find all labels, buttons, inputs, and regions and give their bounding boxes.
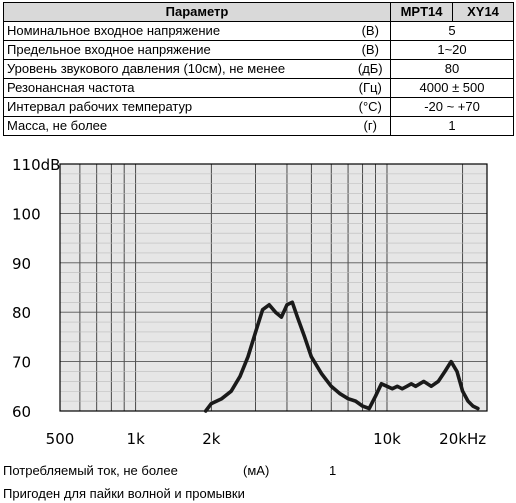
param-unit: (°C) [350,97,392,117]
current-unit: (мА) [243,463,270,478]
param-name: Предельное входное напряжение [3,40,351,60]
plot-area [60,164,487,411]
table-row: Уровень звукового давления (10см), не ме… [3,59,515,79]
footer: Потребляемый ток, не более (мА) 1 Пригод… [3,463,513,503]
header-xy14: XY14 [452,2,515,22]
y-tick-label: 110dB [12,156,60,174]
param-unit: (г) [350,116,392,136]
param-value: 4000 ± 500 [390,78,515,98]
param-name: Номинальное входное напряжение [3,21,351,41]
y-tick-label: 60 [12,403,31,421]
param-unit: (Гц) [350,78,392,98]
param-name: Уровень звукового давления (10см), не ме… [3,59,351,79]
header-parameter: Параметр [2,2,392,22]
header-mpt14: MPT14 [390,2,454,22]
solder-note: Пригоден для пайки волной и промывки [3,486,245,501]
param-value: -20 ~ +70 [390,97,515,117]
param-unit: (В) [350,21,392,41]
current-value: 1 [329,463,337,478]
y-tick-label: 80 [12,304,31,322]
y-axis: 110dB 100 90 80 70 60 [12,156,60,421]
param-unit: (В) [350,40,392,60]
plot-frame [59,163,488,412]
x-tick-label: 2k [202,430,221,448]
x-tick-label: 1k [127,430,146,448]
table-row: Интервал рабочих температур (°C) -20 ~ +… [3,97,515,117]
spec-table: Параметр MPT14 XY14 Номинальное входное … [2,2,515,136]
x-tick-label: 10k [373,430,401,448]
x-tick-label: 500 [46,430,75,448]
x-axis: 500 1k 2k 10k 20kHz [46,430,487,448]
current-label: Потребляемый ток, не более [3,463,178,478]
param-value: 5 [390,21,515,41]
y-tick-label: 100 [12,205,41,223]
spec-table-header: Параметр MPT14 XY14 [2,2,515,22]
param-name: Интервал рабочих температур [3,97,351,117]
param-name: Масса, не более [3,116,351,136]
y-tick-label: 70 [12,354,31,372]
table-row: Масса, не более (г) 1 [3,116,515,136]
param-unit: (дБ) [350,59,392,79]
param-value: 80 [390,59,515,79]
table-row: Резонансная частота (Гц) 4000 ± 500 [3,78,515,98]
table-row: Номинальное входное напряжение (В) 5 [3,21,515,41]
table-row: Предельное входное напряжение (В) 1~20 [3,40,515,60]
frequency-response-chart: 110dB 100 90 80 70 60 500 1k 2k 10k 20kHz [12,156,488,448]
param-value: 1 [390,116,515,136]
x-tick-label: 20kHz [439,430,486,448]
param-value: 1~20 [390,40,515,60]
chart-grid [60,164,487,411]
param-name: Резонансная частота [3,78,351,98]
response-curve [203,300,480,413]
y-tick-label: 90 [12,255,31,273]
